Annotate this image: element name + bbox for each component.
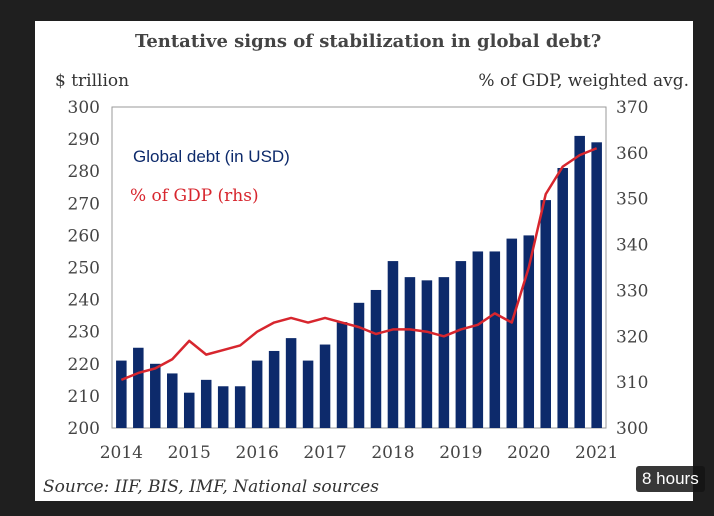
debt-bar — [217, 386, 229, 428]
left-tick-label: 210 — [68, 387, 100, 407]
gdp-line — [120, 147, 598, 382]
left-tick-label: 220 — [68, 355, 100, 375]
debt-bar — [455, 261, 467, 428]
debt-bar — [116, 360, 127, 428]
debt-bar — [268, 350, 280, 428]
left-tick-label: 290 — [68, 130, 100, 150]
left-tick-label: 250 — [68, 259, 100, 279]
debt-bar — [557, 167, 568, 429]
left-tick-label: 230 — [68, 323, 100, 343]
debt-bar — [251, 360, 263, 428]
time-badge: 8 hours — [636, 466, 705, 492]
debt-bar — [234, 386, 246, 428]
x-tick-label: 2021 — [575, 443, 618, 463]
left-axis-label: $ trillion — [55, 71, 130, 91]
debt-bar — [370, 289, 382, 428]
left-tick-label: 270 — [68, 194, 100, 214]
right-tick-label: 360 — [616, 144, 648, 164]
debt-bar — [302, 360, 314, 428]
x-tick-label: 2019 — [439, 443, 482, 463]
right-tick-label: 320 — [616, 327, 648, 347]
debt-bar — [200, 379, 212, 428]
legend-bars: Global debt (in USD) — [133, 147, 290, 166]
x-tick-label: 2015 — [168, 443, 211, 463]
x-tick-label: 2014 — [100, 443, 143, 463]
debt-bar — [150, 363, 161, 428]
debt-bar — [353, 302, 365, 428]
left-tick-label: 240 — [68, 291, 100, 311]
right-axis-label: % of GDP, weighted avg. — [478, 71, 689, 91]
debt-bar — [438, 277, 450, 428]
right-tick-label: 370 — [616, 98, 648, 118]
right-tick-label: 330 — [616, 281, 648, 301]
right-tick-label: 350 — [616, 190, 648, 210]
debt-bar — [574, 135, 585, 428]
debt-bar — [183, 392, 195, 428]
x-tick-label: 2018 — [371, 443, 414, 463]
x-tick-label: 2020 — [507, 443, 550, 463]
left-tick-label: 300 — [68, 98, 100, 118]
debt-bar — [336, 322, 348, 428]
debt-bar — [489, 251, 501, 428]
debt-bar — [133, 347, 144, 428]
legend-line: % of GDP (rhs) — [130, 186, 259, 206]
debt-bar — [167, 373, 178, 428]
left-tick-label: 280 — [68, 162, 100, 182]
debt-bar — [285, 338, 297, 428]
x-tick-label: 2016 — [236, 443, 279, 463]
source-note: Source: IIF, BIS, IMF, National sources — [43, 477, 379, 497]
debt-bar — [472, 251, 484, 428]
left-tick-label: 260 — [68, 226, 100, 246]
chart-title: Tentative signs of stabilization in glob… — [135, 31, 602, 52]
right-tick-label: 310 — [616, 373, 648, 393]
right-tick-label: 340 — [616, 236, 648, 256]
debt-bar — [319, 344, 331, 428]
debt-bar — [404, 277, 416, 428]
debt-bar — [387, 261, 399, 428]
debt-bar — [421, 280, 433, 428]
debt-bar — [506, 238, 518, 428]
right-tick-label: 300 — [616, 419, 648, 439]
chart-svg: 300 290 280 270 260 250 240 230 220 210 200 370 360 3… — [68, 98, 649, 463]
debt-bar — [591, 142, 602, 428]
left-tick-label: 200 — [68, 419, 100, 439]
chart-card: Tentative signs of stabilization in glob… — [35, 21, 693, 501]
debt-bar — [523, 235, 535, 428]
debt-bar — [540, 200, 551, 428]
x-tick-label: 2017 — [303, 443, 346, 463]
